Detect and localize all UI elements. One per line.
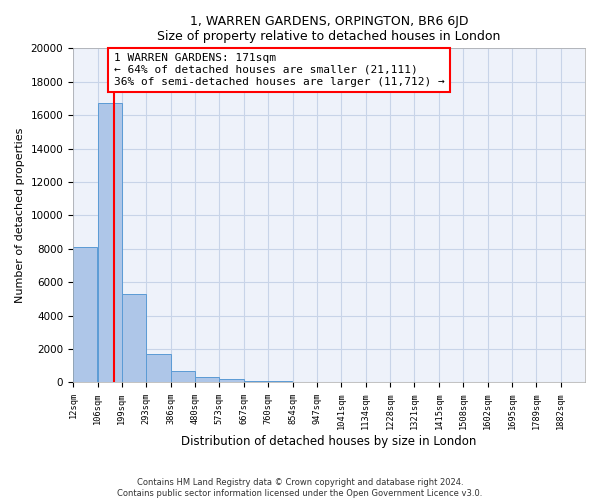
Bar <box>73 247 97 382</box>
X-axis label: Distribution of detached houses by size in London: Distribution of detached houses by size … <box>181 434 477 448</box>
Y-axis label: Number of detached properties: Number of detached properties <box>15 128 25 303</box>
Title: 1, WARREN GARDENS, ORPINGTON, BR6 6JD
Size of property relative to detached hous: 1, WARREN GARDENS, ORPINGTON, BR6 6JD Si… <box>157 15 501 43</box>
Bar <box>170 371 195 382</box>
Text: 1 WARREN GARDENS: 171sqm
← 64% of detached houses are smaller (21,111)
36% of se: 1 WARREN GARDENS: 171sqm ← 64% of detach… <box>114 54 445 86</box>
Text: Contains HM Land Registry data © Crown copyright and database right 2024.
Contai: Contains HM Land Registry data © Crown c… <box>118 478 482 498</box>
Bar <box>220 379 244 382</box>
Bar <box>122 294 146 382</box>
Bar <box>195 376 220 382</box>
Bar <box>98 104 122 382</box>
Bar <box>146 354 170 382</box>
Bar <box>244 381 268 382</box>
